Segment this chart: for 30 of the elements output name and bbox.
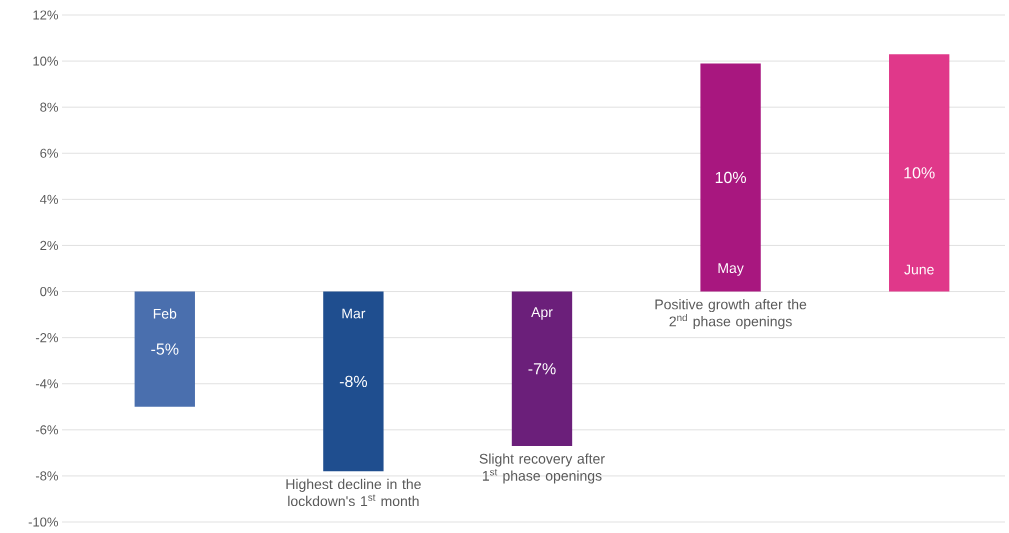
data-label: -8% xyxy=(339,375,368,388)
y-tick-label: 8% xyxy=(40,102,59,112)
y-tick-label: -10% xyxy=(28,517,59,527)
y-tick-label: 4% xyxy=(39,194,59,204)
data-label: 10% xyxy=(904,167,935,179)
y-tick-label: 6% xyxy=(40,148,59,158)
y-tick-label: -6% xyxy=(35,425,59,435)
bar xyxy=(134,291,195,407)
annotation: Positive growth after the 2$^{nd}$ phase openings xyxy=(655,299,807,330)
y-tick-label: 10% xyxy=(33,56,59,66)
x-tick-label: Mar xyxy=(342,308,366,319)
y-tick-label: 0% xyxy=(40,286,59,297)
bar xyxy=(889,54,950,292)
bar xyxy=(700,63,761,292)
data-label: -7% xyxy=(528,363,556,375)
y-tick-label: 2% xyxy=(40,240,59,251)
data-label: 10% xyxy=(715,171,747,184)
annotation: Highest decline in the lockdown's 1$^{st}$ month xyxy=(286,478,421,507)
y-tick-label: 12% xyxy=(33,10,59,20)
y-tick-label: -2% xyxy=(35,333,59,343)
y-tick-label: -4% xyxy=(35,379,59,389)
bar xyxy=(511,291,573,446)
bar xyxy=(323,291,384,472)
x-tick-label: Apr xyxy=(531,307,553,320)
y-tick-label: -8% xyxy=(35,471,59,481)
x-tick-label: June xyxy=(904,264,934,275)
data-label: -5% xyxy=(151,343,179,355)
annotation: Slight recovery after 1$^{st}$ phase openings xyxy=(479,453,605,484)
x-tick-label: Feb xyxy=(153,308,177,319)
x-tick-label: May xyxy=(718,263,744,276)
